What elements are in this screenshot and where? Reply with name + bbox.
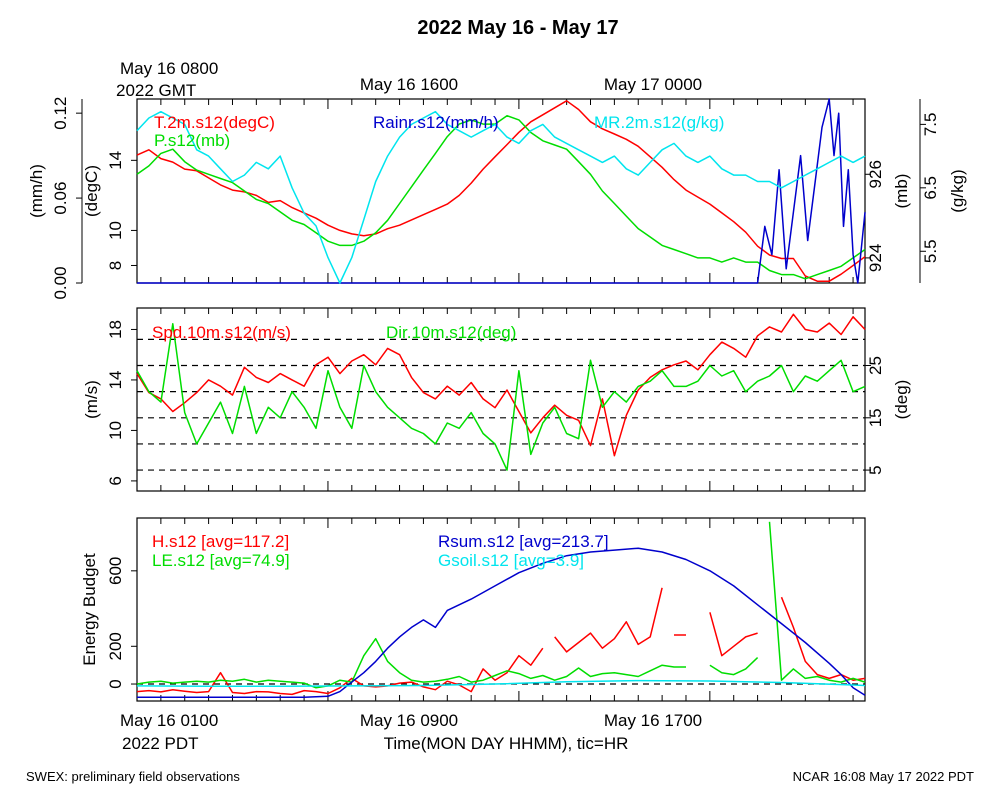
bottom-panel-frame: [136, 517, 866, 702]
y-tick-label-energy: 200: [106, 632, 125, 660]
legend-rain: Rainr.s12(mm/h): [373, 113, 499, 132]
y-tick-label-spd: 18: [106, 320, 125, 339]
y-axis-label-rain: (mm/h): [27, 164, 46, 218]
series-line-energy-3: [136, 679, 866, 688]
y-tick-label-dir: 5: [866, 465, 885, 474]
y-tick-label-rain: 0.00: [51, 266, 70, 299]
footer-right: NCAR 16:08 May 17 2022 PDT: [793, 769, 974, 784]
legend-gsoil-name: Gsoil.s12: [438, 551, 509, 570]
legend-dir: Dir.10m.s12(deg): [386, 323, 516, 342]
series-line-press: [136, 114, 866, 280]
top-time-label-start-line1: May 16 0800: [120, 59, 218, 78]
middle-panel-frame: [136, 307, 866, 492]
legend-press: P.s12(mb): [154, 131, 230, 150]
legend-gsoil-avg: [avg=3.9]: [514, 551, 584, 570]
y-tick-label-mr: 5.5: [921, 239, 940, 263]
legend-gsoil: Gsoil.s12 [avg=3.9]: [438, 551, 584, 570]
legend-rsum: Rsum.s12 [avg=213.7]: [438, 532, 609, 551]
y-tick-label-rain: 0.06: [51, 182, 70, 215]
series-line-energy-2: [137, 547, 866, 698]
y-axis-label-mr: (g/kg): [948, 169, 967, 212]
top-time-label-start-line2: 2022 GMT: [116, 81, 196, 100]
y-tick-label-dir: 15: [866, 408, 885, 427]
series-line-dir: [136, 322, 866, 471]
top-time-label-end: May 17 0000: [604, 75, 702, 94]
bottom-time-label-start-line2: 2022 PDT: [122, 734, 199, 753]
legend-le: LE.s12 [avg=74.9]: [152, 551, 290, 570]
series-line-spd: [136, 313, 866, 457]
y-tick-label-temp: 10: [106, 221, 125, 240]
y-tick-label-spd: 10: [106, 421, 125, 440]
x-axis-label: Time(MON DAY HHMM), tic=HR: [384, 734, 629, 753]
y-axis-label-dir: (deg): [892, 380, 911, 420]
y-tick-label-energy: 0: [106, 679, 125, 688]
series-line-energy-0: [554, 587, 663, 653]
y-axis-label-temp: (degC): [82, 165, 101, 217]
legend-h: H.s12 [avg=117.2]: [152, 532, 289, 551]
footer-left: SWEX: preliminary field observations: [26, 769, 240, 784]
y-tick-label-spd: 6: [106, 476, 125, 485]
legend-h-avg: [avg=117.2]: [201, 532, 289, 551]
legend-rsum-name: Rsum.s12: [438, 532, 515, 551]
y-tick-label-rain: 0.12: [51, 97, 70, 130]
series-line-energy-0: [709, 612, 758, 657]
series-line-temp: [136, 100, 866, 282]
y-tick-label-temp: 8: [106, 261, 125, 270]
legend-temp: T.2m.s12(degC): [154, 113, 275, 132]
bottom-time-label-start-line1: May 16 0100: [120, 711, 218, 730]
y-tick-label-energy: 600: [106, 557, 125, 585]
legend-le-name: LE.s12: [152, 551, 205, 570]
legend-rsum-avg: [avg=213.7]: [519, 532, 608, 551]
series-lines: [136, 98, 866, 698]
series-line-rain: [137, 98, 866, 284]
series-line-energy-1: [136, 637, 686, 689]
y-tick-label-press: 924: [866, 244, 885, 272]
y-axes: 0.00 0.06 0.12 (mm/h) 8 10 14 (degC) 924 926 (mb) 5…: [27, 97, 967, 689]
y-axis-label-press: (mb): [892, 174, 911, 209]
top-time-label-mid: May 16 1600: [360, 75, 458, 94]
y-tick-label-temp: 14: [106, 151, 125, 170]
bottom-time-label-mid: May 16 0900: [360, 711, 458, 730]
series-line-mr: [136, 110, 866, 284]
y-axis-label-spd: (m/s): [82, 380, 101, 419]
y-tick-label-press: 926: [866, 160, 885, 188]
y-tick-label-dir: 25: [866, 356, 885, 375]
series-line-energy-1: [768, 521, 866, 683]
y-tick-label-mr: 6.5: [921, 176, 940, 200]
y-axis-label-energy: Energy Budget: [80, 553, 99, 666]
y-tick-label-spd: 14: [106, 370, 125, 389]
legend-spd: Spd.10m.s12(m/s): [152, 323, 291, 342]
legend-h-name: H.s12: [152, 532, 196, 551]
chart-title: 2022 May 16 - May 17: [417, 17, 618, 39]
bottom-time-label-end: May 16 1700: [604, 711, 702, 730]
legend-mr: MR.2m.s12(g/kg): [594, 113, 724, 132]
series-line-energy-1: [709, 657, 759, 676]
y-tick-label-mr: 7.5: [921, 113, 940, 137]
x-ticks: [136, 99, 854, 701]
legend-le-avg: [avg=74.9]: [210, 551, 290, 570]
